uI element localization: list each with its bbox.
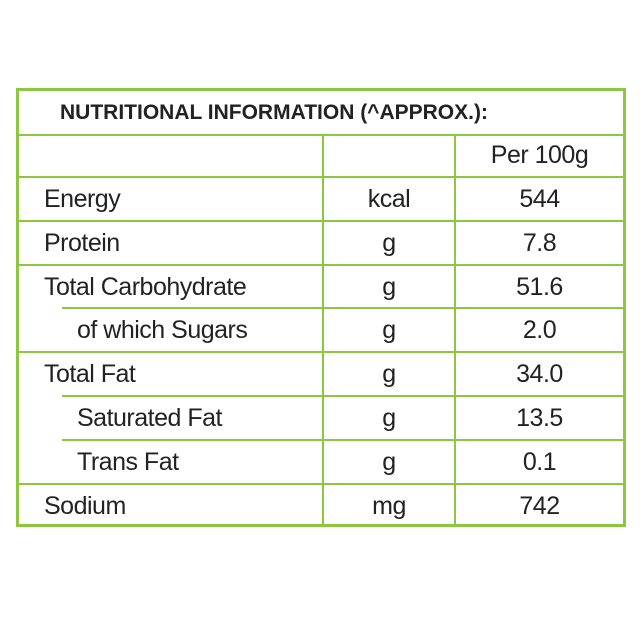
row-value: 742 — [519, 492, 560, 520]
row-label: Energy — [44, 185, 121, 213]
row-unit: g — [382, 316, 396, 344]
row-value: 7.8 — [522, 229, 557, 257]
row-value: 34.0 — [516, 360, 563, 388]
rule — [19, 176, 623, 178]
rule — [62, 439, 623, 441]
rule — [62, 395, 623, 397]
row-unit: g — [382, 448, 396, 476]
row-unit: kcal — [367, 185, 411, 213]
row-label: Saturated Fat — [77, 404, 222, 432]
row-unit: mg — [372, 492, 406, 520]
row-label: Total Carbohydrate — [44, 273, 247, 301]
row-value: 544 — [519, 185, 560, 213]
row-unit: g — [382, 229, 396, 257]
column-rule — [454, 134, 456, 524]
row-value: 51.6 — [516, 273, 563, 301]
row-value: 13.5 — [516, 404, 563, 432]
row-label: Total Fat — [44, 360, 136, 388]
row-value: 2.0 — [522, 316, 557, 344]
column-rule — [322, 134, 324, 524]
table-border — [16, 88, 626, 527]
row-unit: g — [382, 404, 396, 432]
row-label: Protein — [44, 229, 120, 257]
row-unit: g — [382, 360, 396, 388]
row-label: Trans Fat — [77, 448, 179, 476]
rule — [19, 351, 623, 353]
row-label: of which Sugars — [77, 316, 248, 344]
table-title: NUTRITIONAL INFORMATION (^APPROX.): — [60, 101, 488, 124]
column-header: Per 100g — [490, 141, 589, 169]
rule — [62, 307, 623, 309]
rule — [19, 264, 623, 266]
rule — [19, 220, 623, 222]
row-label: Sodium — [44, 492, 126, 520]
rule — [19, 483, 623, 485]
row-unit: g — [382, 273, 396, 301]
rule — [19, 134, 623, 136]
row-value: 0.1 — [522, 448, 557, 476]
